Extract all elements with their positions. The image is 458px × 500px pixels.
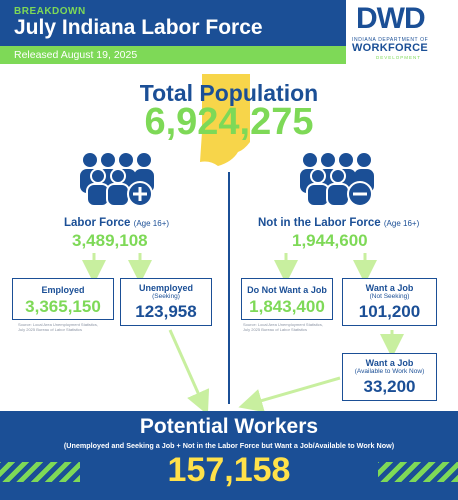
want-job-not-seeking-value: 101,200	[358, 302, 421, 321]
left-source-note: Source: Local Area Unemployment Statisti…	[18, 322, 99, 332]
footer-banner	[0, 411, 458, 500]
logo-line-2: WORKFORCE	[352, 42, 429, 54]
unemployed-label: Unemployed	[138, 283, 193, 293]
potential-workers-value: 157,158	[167, 451, 291, 489]
employed-box: Employed 3,365,150	[12, 278, 114, 320]
do-not-want-label: Do Not Want a Job	[247, 285, 327, 295]
logo-line-3: DEVELOPMENT	[376, 55, 422, 60]
labor-force-label: Labor Force (Age 16+)	[64, 217, 170, 229]
footer-stripes-right	[378, 462, 458, 482]
footer-stripes-left	[0, 462, 80, 482]
want-job-available-sub: (Available to Work Now)	[354, 368, 425, 375]
not-in-labor-force-qualifier: (Age 16+)	[383, 219, 420, 228]
total-population-label: Total Population	[139, 80, 319, 106]
employed-value: 3,365,150	[25, 297, 101, 316]
unemployed-sub: (Seeking)	[152, 293, 180, 300]
center-divider	[228, 172, 230, 404]
want-job-not-seeking-label: Want a Job	[365, 283, 414, 293]
unemployed-value: 123,958	[135, 302, 197, 321]
potential-workers-title: Potential Workers	[139, 415, 319, 438]
indiana-state-icon	[200, 74, 250, 166]
total-population-value: 6,924,275	[144, 101, 314, 143]
want-job-not-seeking-box: Want a Job (Not Seeking) 101,200	[342, 278, 437, 326]
dwd-logo: DWD INDIANA DEPARTMENT OF WORKFORCE DEVE…	[346, 0, 458, 64]
do-not-want-value: 1,843,400	[249, 297, 325, 316]
released-bar	[0, 46, 458, 64]
want-job-not-seeking-sub: (Not Seeking)	[369, 293, 410, 300]
labor-force-value: 3,489,108	[72, 231, 148, 250]
page-title: July Indiana Labor Force	[14, 16, 263, 39]
labor-force-qualifier: (Age 16+)	[133, 219, 170, 228]
want-job-available-value: 33,200	[363, 377, 416, 396]
logo-line-1: INDIANA DEPARTMENT OF	[352, 37, 429, 43]
not-in-labor-force-label: Not in the Labor Force (Age 16+)	[258, 217, 420, 229]
release-date: Released August 19, 2025	[14, 49, 138, 61]
people-plus-icon	[80, 153, 154, 207]
people-minus-icon	[300, 153, 374, 207]
potential-workers-formula: (Unemployed and Seeking a Job + Not in t…	[63, 441, 395, 450]
right-source-note: Source: Local Area Unemployment Statisti…	[243, 322, 324, 332]
employed-label: Employed	[41, 285, 85, 295]
want-job-available-box: Want a Job (Available to Work Now) 33,20…	[342, 353, 437, 401]
logo-mark: DWD	[356, 2, 426, 35]
do-not-want-box: Do Not Want a Job 1,843,400	[241, 278, 333, 320]
header-kicker: BREAKDOWN	[14, 6, 86, 17]
unemployed-box: Unemployed (Seeking) 123,958	[120, 278, 212, 326]
want-job-available-label: Want a Job	[365, 358, 414, 368]
not-in-labor-force-value: 1,944,600	[292, 231, 368, 250]
